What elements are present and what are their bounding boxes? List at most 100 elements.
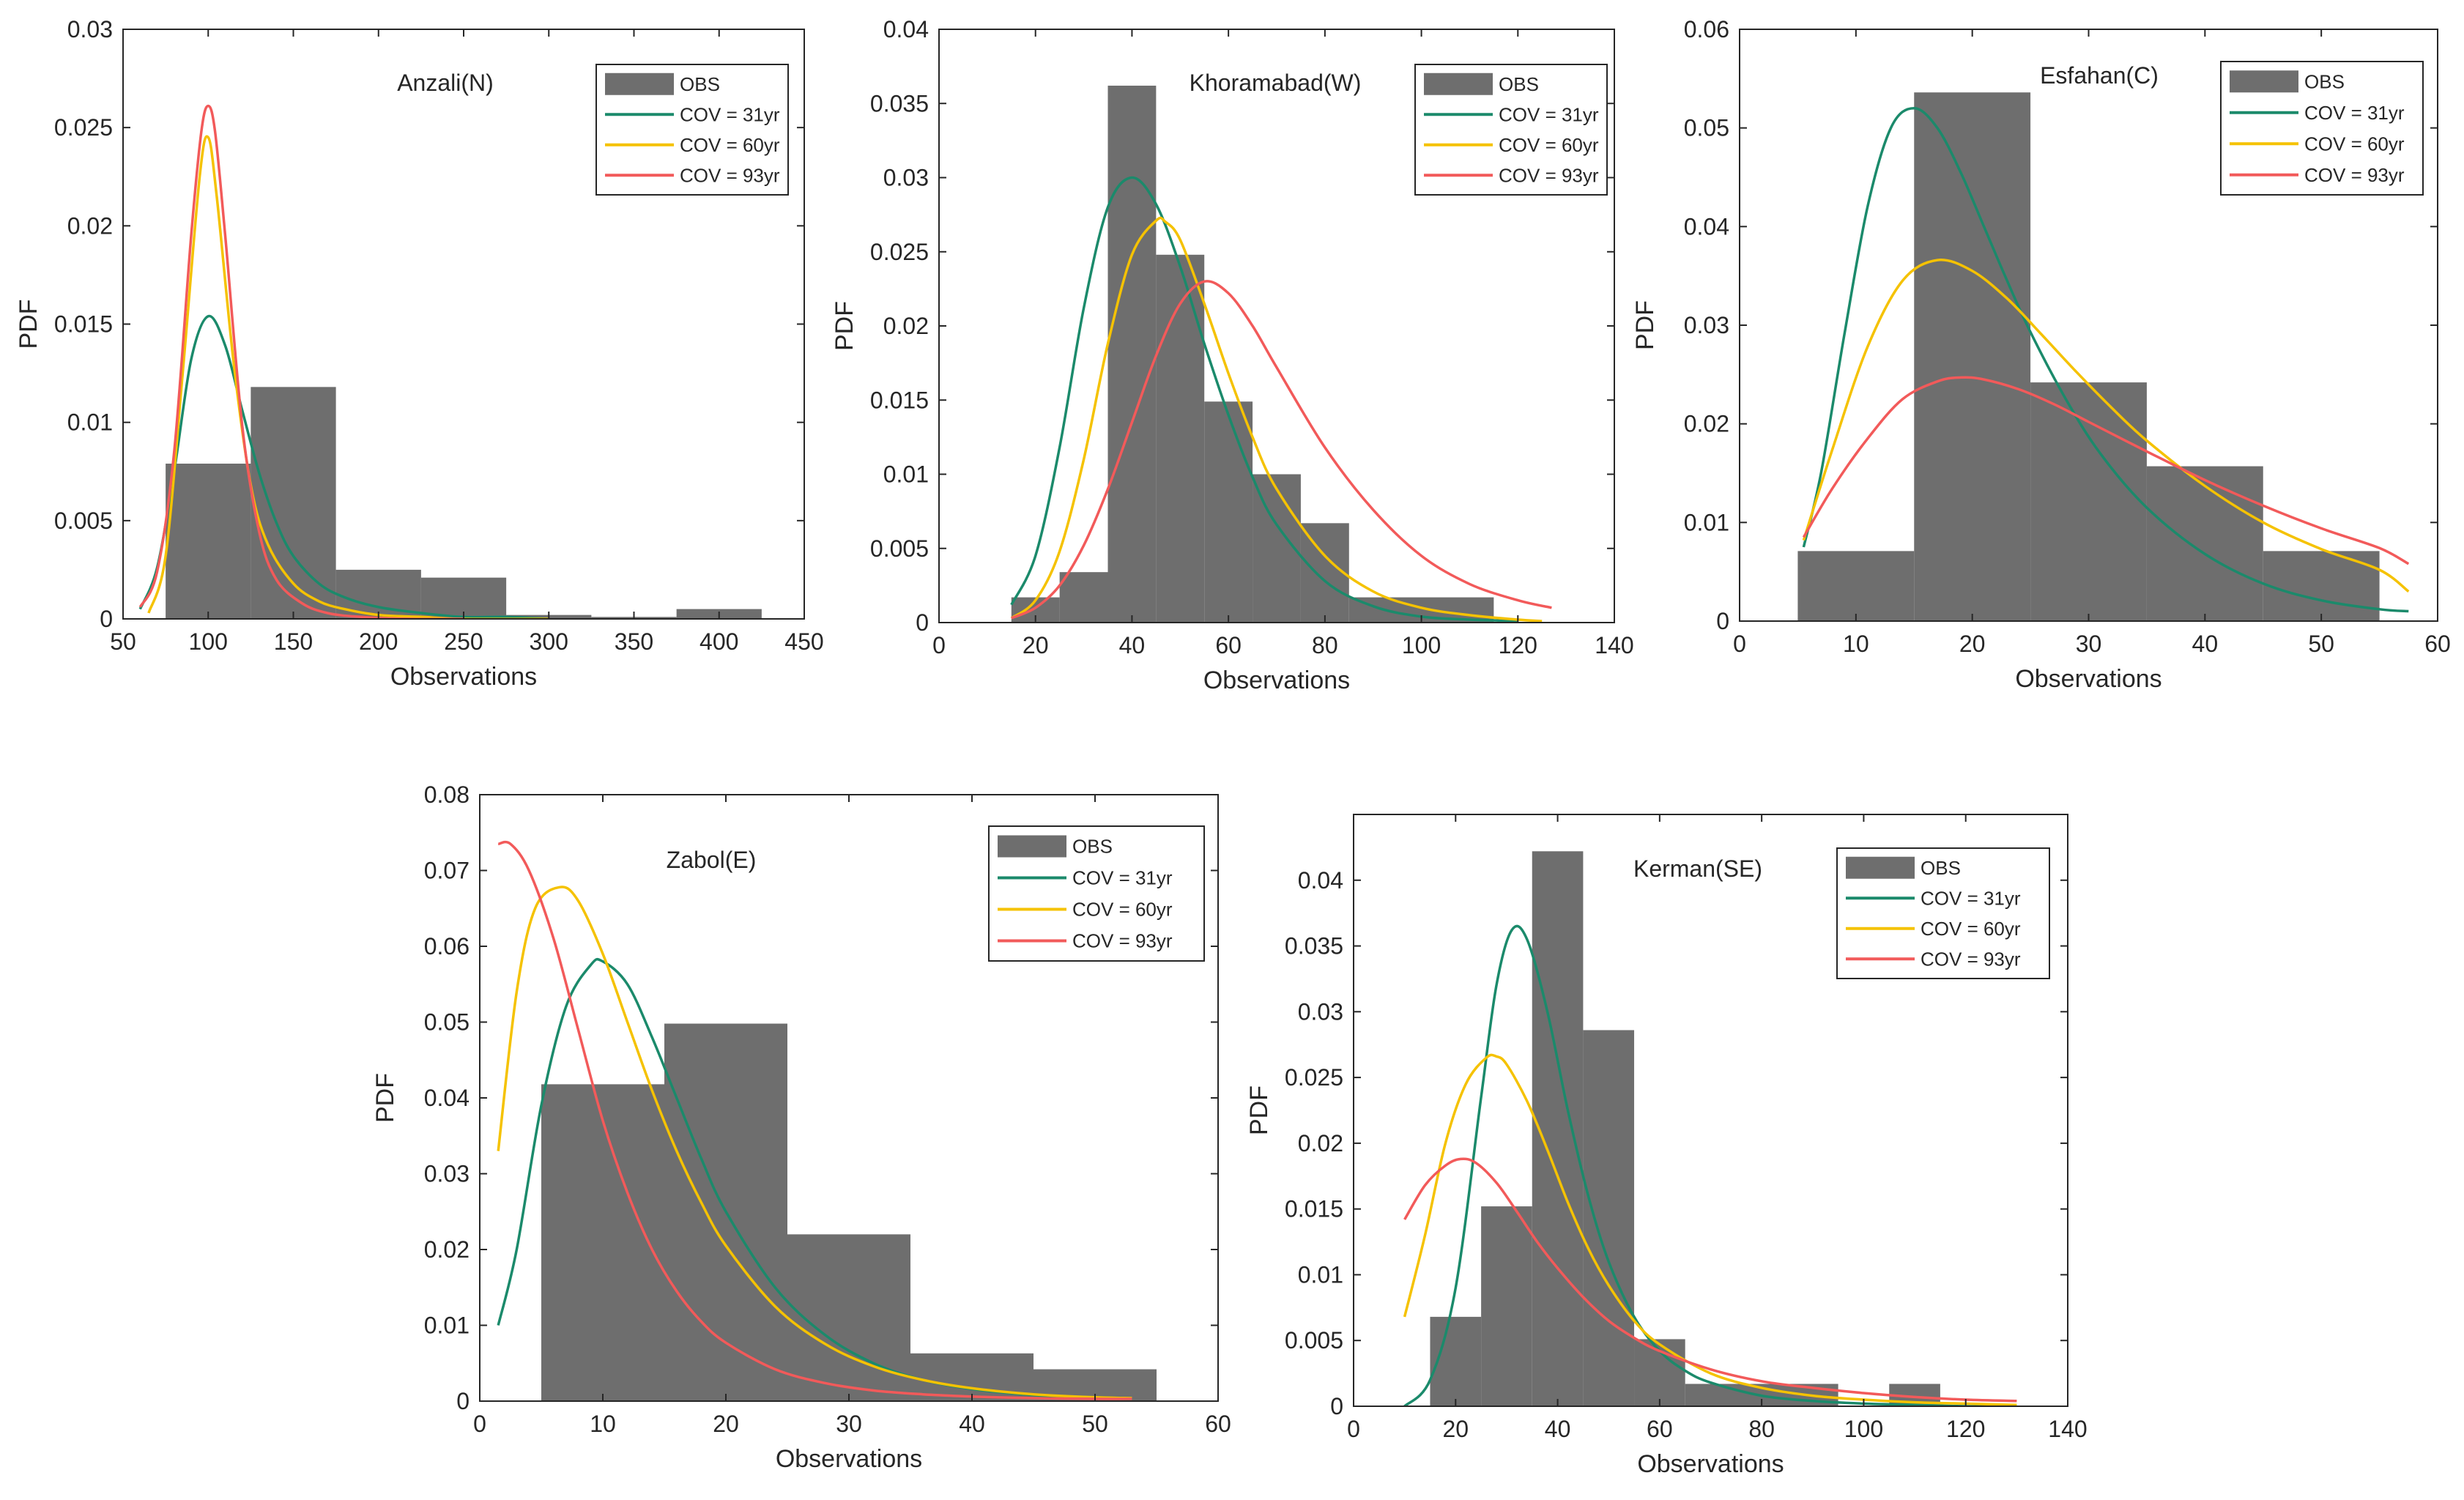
- x-tick-label: 40: [1119, 632, 1146, 658]
- y-tick-label: 0: [1330, 1393, 1343, 1419]
- legend-swatch-obs: [605, 73, 674, 95]
- x-axis-label: Observations: [1203, 667, 1350, 694]
- x-tick-label: 60: [2424, 631, 2451, 657]
- series-line-cov-93yr: [1802, 376, 2410, 565]
- legend-label: OBS: [1499, 73, 1539, 95]
- x-tick-label: 300: [530, 628, 568, 655]
- x-tick-label: 80: [1748, 1416, 1775, 1442]
- obs-bar: [1300, 523, 1349, 623]
- legend-label: COV = 93yr: [1072, 930, 1173, 952]
- legend-label: COV = 60yr: [680, 134, 780, 156]
- y-axis-label: PDF: [1631, 300, 1659, 350]
- x-tick-label: 20: [1959, 631, 1986, 657]
- x-tick-label: 100: [1844, 1416, 1883, 1442]
- series-line-cov-31yr: [1010, 176, 1518, 623]
- y-tick-label: 0.015: [870, 387, 929, 413]
- y-tick-label: 0.05: [424, 1009, 470, 1036]
- y-tick-label: 0.01: [67, 409, 113, 436]
- x-tick-label: 0: [932, 632, 946, 658]
- y-tick-label: 0.02: [67, 212, 113, 239]
- y-axis-label: PDF: [1245, 1085, 1273, 1135]
- x-tick-label: 450: [784, 628, 823, 655]
- y-tick-label: 0.015: [1285, 1196, 1343, 1222]
- y-tick-label: 0.035: [1285, 933, 1343, 959]
- legend-label: COV = 93yr: [680, 164, 780, 186]
- legend-label: COV = 60yr: [1499, 134, 1599, 156]
- x-tick-label: 250: [444, 628, 483, 655]
- legend-label: OBS: [680, 73, 720, 95]
- x-tick-label: 140: [1595, 632, 1633, 658]
- x-axis-label: Observations: [390, 663, 537, 691]
- obs-bar: [1481, 1206, 1532, 1406]
- obs-bar: [1156, 254, 1205, 623]
- y-tick-label: 0.03: [67, 16, 113, 42]
- obs-bar: [541, 1084, 664, 1401]
- legend-label: COV = 31yr: [1072, 867, 1173, 889]
- obs-bar: [1253, 474, 1301, 623]
- series-line-cov-93yr: [1011, 280, 1552, 620]
- legend-label: COV = 31yr: [680, 103, 780, 125]
- legend-label: COV = 60yr: [1921, 918, 2021, 940]
- y-tick-label: 0.05: [1684, 115, 1729, 141]
- series-line-cov-31yr: [1403, 924, 2017, 1406]
- y-tick-label: 0.04: [424, 1085, 470, 1111]
- legend-label: OBS: [1072, 836, 1113, 858]
- obs-bar: [1532, 851, 1584, 1406]
- x-axis-label: Observations: [776, 1445, 922, 1473]
- chart-panel: 50 100 150 200 250 300 350 400 450 0 0.005 0.01 0.01…: [15, 16, 824, 691]
- chart-title: Anzali(N): [397, 70, 494, 96]
- legend-label: COV = 93yr: [2304, 164, 2405, 186]
- y-tick-label: 0.01: [1684, 509, 1729, 535]
- legend-label: COV = 60yr: [2304, 133, 2405, 155]
- chart-title: Khoramabad(W): [1190, 70, 1362, 96]
- x-tick-label: 40: [2192, 631, 2219, 657]
- y-axis-label: PDF: [831, 301, 858, 351]
- x-tick-label: 120: [1499, 632, 1537, 658]
- y-tick-label: 0.07: [424, 858, 470, 884]
- x-tick-label: 20: [1442, 1416, 1469, 1442]
- obs-bar: [166, 464, 251, 619]
- x-axis-label: Observations: [2015, 665, 2161, 693]
- y-tick-label: 0.04: [1684, 213, 1729, 240]
- obs-bar: [2146, 466, 2263, 621]
- legend-label: COV = 93yr: [1499, 164, 1599, 186]
- x-tick-label: 0: [473, 1411, 486, 1437]
- x-tick-label: 20: [713, 1411, 739, 1437]
- y-tick-label: 0.005: [1285, 1327, 1343, 1354]
- y-axis-label: PDF: [15, 300, 42, 349]
- y-tick-label: 0: [1716, 608, 1729, 634]
- obs-bar: [251, 387, 336, 619]
- y-tick-label: 0.01: [1298, 1261, 1343, 1288]
- series-line-cov-60yr: [1802, 259, 2410, 593]
- legend-label: COV = 31yr: [1499, 103, 1599, 125]
- series-line-cov-60yr: [497, 885, 1132, 1400]
- y-tick-label: 0.03: [1684, 312, 1729, 338]
- x-tick-label: 60: [1647, 1416, 1673, 1442]
- obs-bar: [1430, 1316, 1482, 1406]
- y-tick-label: 0.02: [424, 1236, 470, 1263]
- y-tick-label: 0.015: [54, 311, 113, 338]
- y-tick-label: 0.02: [1298, 1130, 1343, 1156]
- legend-label: OBS: [1921, 857, 1961, 879]
- legend-label: COV = 93yr: [1921, 948, 2021, 970]
- x-axis-label: Observations: [1637, 1450, 1784, 1478]
- legend-label: COV = 60yr: [1072, 899, 1173, 921]
- x-tick-label: 40: [959, 1411, 985, 1437]
- series-line-cov-60yr: [1010, 216, 1543, 623]
- x-tick-label: 40: [1545, 1416, 1571, 1442]
- y-axis-label: PDF: [371, 1073, 399, 1123]
- x-tick-label: 100: [189, 628, 228, 655]
- legend: OBS COV = 31yr COV = 60yr COV = 93yr: [1836, 847, 2050, 979]
- axes-frame: [1353, 814, 2068, 1407]
- legend: OBS COV = 31yr COV = 60yr COV = 93yr: [2220, 61, 2424, 196]
- x-tick-label: 350: [615, 628, 653, 655]
- legend: OBS COV = 31yr COV = 60yr COV = 93yr: [1414, 64, 1608, 196]
- legend-swatch-obs: [1846, 856, 1915, 879]
- x-tick-label: 50: [110, 628, 136, 655]
- y-tick-label: 0.025: [870, 239, 929, 265]
- x-tick-label: 140: [2048, 1416, 2087, 1442]
- legend-swatch-obs: [998, 835, 1066, 858]
- obs-bar: [1797, 551, 1915, 621]
- chart-title: Esfahan(C): [2040, 62, 2159, 89]
